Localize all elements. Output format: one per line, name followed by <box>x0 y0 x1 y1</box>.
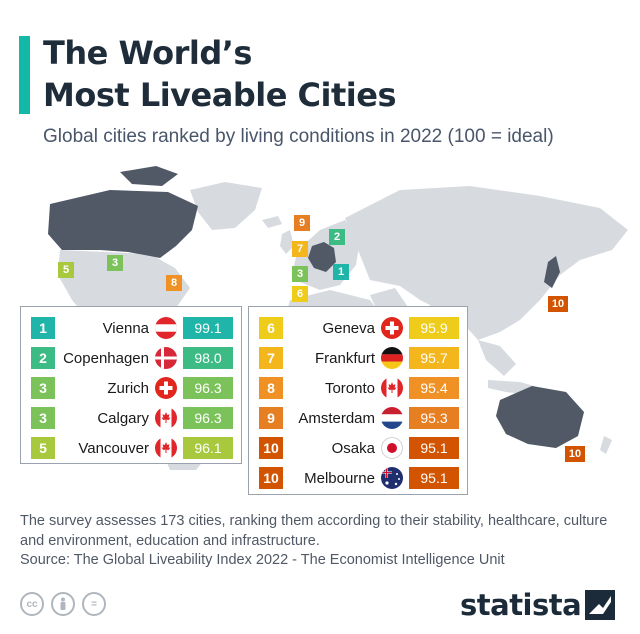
map-marker: 3 <box>107 255 123 271</box>
map-marker: 10 <box>565 446 585 462</box>
germany-flag-icon <box>381 347 403 369</box>
score-value: 95.9 <box>409 317 459 339</box>
city-name: Osaka <box>331 439 375 457</box>
person-glyph <box>60 597 66 610</box>
map-marker: 5 <box>58 262 74 278</box>
score-value: 98.0 <box>183 347 233 369</box>
title-line-1: The World’s <box>43 34 252 72</box>
iceland <box>262 216 282 228</box>
ranking-table-right: 6 Geneva 95.9 7 Frankfurt 95.7 8 Toronto 95.4 9 Am… <box>248 306 468 495</box>
table-row: 7 Frankfurt 95.7 <box>259 343 459 373</box>
rank-badge: 10 <box>259 437 283 459</box>
map-marker: 6 <box>292 286 308 302</box>
north-america-south <box>58 250 190 358</box>
table-row: 5 Vancouver 96.1 <box>31 433 233 463</box>
map-marker: 10 <box>548 296 568 312</box>
score-value: 95.1 <box>409 467 459 489</box>
map-marker: 2 <box>329 229 345 245</box>
australia-shape <box>496 386 584 448</box>
table-row: 2 Copenhagen 98.0 <box>31 343 233 373</box>
city-name: Melbourne <box>304 469 375 487</box>
score-value: 95.1 <box>409 437 459 459</box>
uk <box>280 230 294 254</box>
table-row: 3 Calgary 96.3 <box>31 403 233 433</box>
canada-shape <box>48 190 198 258</box>
austria-flag-icon <box>155 317 177 339</box>
brand-name: statista <box>460 588 582 622</box>
accent-bar <box>19 36 30 114</box>
score-value: 95.4 <box>409 377 459 399</box>
table-row: 1 Vienna 99.1 <box>31 313 233 343</box>
netherlands-flag-icon <box>381 407 403 429</box>
asia <box>345 186 628 340</box>
no-derivatives-icon[interactable]: = <box>82 592 106 616</box>
greenland <box>190 182 262 230</box>
rank-badge: 3 <box>31 377 55 399</box>
table-row: 8 Toronto 95.4 <box>259 373 459 403</box>
map-marker: 8 <box>166 275 182 291</box>
title-line-2: Most Liveable Cities <box>43 76 397 114</box>
license-icons: cc = <box>20 592 106 616</box>
score-value: 96.3 <box>183 377 233 399</box>
new-zealand <box>600 436 612 454</box>
map-marker: 9 <box>294 215 310 231</box>
table-row: 9 Amsterdam 95.3 <box>259 403 459 433</box>
table-row: 10 Melbourne 95.1 <box>259 463 459 493</box>
canada-flag-icon <box>381 377 403 399</box>
city-name: Frankfurt <box>314 349 375 367</box>
score-value: 95.3 <box>409 407 459 429</box>
japan-flag-icon <box>381 437 403 459</box>
switzerland-flag-icon <box>155 377 177 399</box>
canada-flag-icon <box>155 437 177 459</box>
rank-badge: 7 <box>259 347 283 369</box>
statista-mark-icon <box>585 590 616 620</box>
central-europe-shape <box>308 242 336 272</box>
rank-badge: 8 <box>259 377 283 399</box>
japan-shape <box>544 256 560 288</box>
city-name: Copenhagen <box>63 349 149 367</box>
map-marker: 3 <box>292 266 308 282</box>
rank-badge: 5 <box>31 437 55 459</box>
city-name: Vienna <box>102 319 149 337</box>
rank-badge: 3 <box>31 407 55 429</box>
city-name: Toronto <box>324 379 375 397</box>
rank-badge: 10 <box>259 467 283 489</box>
city-name: Vancouver <box>78 439 149 457</box>
brand-logo[interactable]: statista <box>460 588 616 622</box>
rank-badge: 2 <box>31 347 55 369</box>
city-name: Zurich <box>107 379 149 397</box>
table-row: 6 Geneva 95.9 <box>259 313 459 343</box>
score-value: 95.7 <box>409 347 459 369</box>
cc-icon[interactable]: cc <box>20 592 44 616</box>
score-value: 96.1 <box>183 437 233 459</box>
by-attribution-icon[interactable] <box>51 592 75 616</box>
australia-flag-icon <box>381 467 403 489</box>
southeast-asia <box>478 340 516 376</box>
denmark-flag-icon <box>155 347 177 369</box>
rank-badge: 6 <box>259 317 283 339</box>
rank-badge: 1 <box>31 317 55 339</box>
switzerland-flag-icon <box>381 317 403 339</box>
ranking-table-left: 1 Vienna 99.1 2 Copenhagen 98.0 3 Zurich 96.3 3 Ca… <box>20 306 242 464</box>
city-name: Geneva <box>322 319 375 337</box>
map-marker: 1 <box>333 264 349 280</box>
map-marker: 7 <box>292 241 308 257</box>
city-name: Amsterdam <box>298 409 375 427</box>
rank-badge: 9 <box>259 407 283 429</box>
score-value: 99.1 <box>183 317 233 339</box>
highlighted-countries <box>48 166 584 448</box>
page-title: The World’s Most Liveable Cities <box>43 32 397 116</box>
table-row: 3 Zurich 96.3 <box>31 373 233 403</box>
table-row: 10 Osaka 95.1 <box>259 433 459 463</box>
canada-arctic-islands <box>120 166 178 186</box>
city-name: Calgary <box>97 409 149 427</box>
canada-flag-icon <box>155 407 177 429</box>
score-value: 96.3 <box>183 407 233 429</box>
subtitle: Global cities ranked by living condition… <box>43 126 554 147</box>
source-note: Source: The Global Liveability Index 202… <box>20 552 505 568</box>
footnote: The survey assesses 173 cities, ranking … <box>20 513 608 549</box>
